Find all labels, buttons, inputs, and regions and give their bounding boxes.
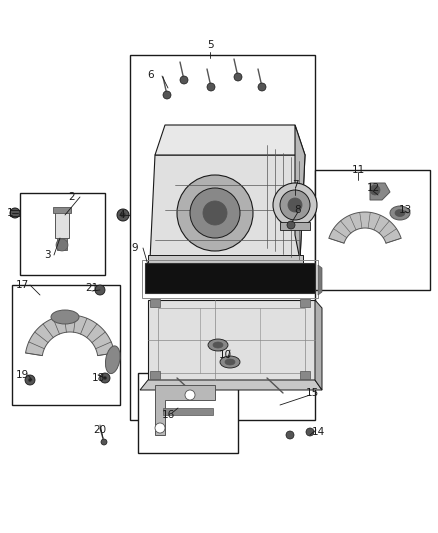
Circle shape bbox=[101, 439, 107, 445]
Circle shape bbox=[273, 183, 317, 227]
Polygon shape bbox=[155, 385, 215, 435]
Circle shape bbox=[177, 175, 253, 251]
Text: 18: 18 bbox=[92, 373, 105, 383]
Text: 6: 6 bbox=[148, 70, 154, 80]
Text: 10: 10 bbox=[219, 350, 232, 360]
Bar bbox=[57, 238, 67, 250]
Text: 7: 7 bbox=[292, 180, 298, 190]
Bar bbox=[12, 285, 120, 405]
Circle shape bbox=[25, 375, 35, 385]
Ellipse shape bbox=[395, 209, 405, 216]
Circle shape bbox=[163, 91, 171, 99]
Bar bbox=[145, 263, 315, 293]
Circle shape bbox=[190, 188, 240, 238]
Circle shape bbox=[280, 190, 310, 220]
Circle shape bbox=[56, 239, 68, 251]
Circle shape bbox=[370, 185, 380, 195]
Text: 2: 2 bbox=[69, 192, 75, 202]
Ellipse shape bbox=[390, 206, 410, 220]
Circle shape bbox=[180, 76, 188, 84]
Bar bbox=[138, 373, 238, 453]
Bar bbox=[300, 371, 310, 379]
Ellipse shape bbox=[220, 356, 240, 368]
Text: 4: 4 bbox=[119, 210, 125, 220]
Bar bbox=[315, 170, 430, 290]
Bar bbox=[55, 210, 69, 238]
Ellipse shape bbox=[225, 359, 235, 365]
Text: 15: 15 bbox=[305, 388, 318, 398]
Polygon shape bbox=[315, 300, 322, 390]
Bar bbox=[20, 193, 105, 275]
Circle shape bbox=[207, 83, 215, 91]
Circle shape bbox=[258, 83, 266, 91]
Ellipse shape bbox=[106, 346, 120, 374]
Circle shape bbox=[10, 208, 20, 218]
Circle shape bbox=[28, 378, 32, 382]
Bar bbox=[53, 207, 71, 213]
Bar bbox=[10, 210, 20, 216]
Text: 1: 1 bbox=[7, 208, 13, 218]
Bar bbox=[142, 260, 318, 298]
Text: 11: 11 bbox=[351, 165, 364, 175]
Text: 12: 12 bbox=[366, 183, 380, 193]
Polygon shape bbox=[155, 125, 305, 155]
Text: 16: 16 bbox=[161, 410, 175, 420]
Text: 19: 19 bbox=[15, 370, 28, 380]
Polygon shape bbox=[150, 155, 305, 260]
Circle shape bbox=[234, 73, 242, 81]
Text: 21: 21 bbox=[85, 283, 99, 293]
Polygon shape bbox=[140, 380, 322, 390]
Ellipse shape bbox=[208, 339, 228, 351]
Circle shape bbox=[286, 431, 294, 439]
Text: 9: 9 bbox=[132, 243, 138, 253]
Polygon shape bbox=[329, 212, 401, 243]
Circle shape bbox=[288, 198, 302, 212]
Bar bbox=[150, 299, 160, 307]
Polygon shape bbox=[295, 125, 305, 260]
Circle shape bbox=[203, 201, 227, 225]
Circle shape bbox=[120, 212, 126, 218]
Polygon shape bbox=[370, 183, 390, 200]
Polygon shape bbox=[148, 300, 315, 380]
Bar bbox=[148, 255, 303, 265]
Bar bbox=[163, 408, 213, 415]
Bar bbox=[150, 371, 160, 379]
Circle shape bbox=[287, 221, 295, 229]
Bar bbox=[280, 222, 310, 230]
Text: 13: 13 bbox=[399, 205, 412, 215]
Ellipse shape bbox=[213, 342, 223, 348]
Polygon shape bbox=[318, 265, 322, 295]
Circle shape bbox=[100, 373, 110, 383]
Circle shape bbox=[95, 285, 105, 295]
Circle shape bbox=[155, 423, 165, 433]
Circle shape bbox=[103, 376, 107, 380]
Text: 14: 14 bbox=[311, 427, 325, 437]
Ellipse shape bbox=[51, 310, 79, 324]
Polygon shape bbox=[25, 315, 114, 356]
Circle shape bbox=[117, 209, 129, 221]
Text: 17: 17 bbox=[15, 280, 28, 290]
Text: 20: 20 bbox=[93, 425, 106, 435]
Circle shape bbox=[185, 390, 195, 400]
Circle shape bbox=[306, 428, 314, 436]
Text: 3: 3 bbox=[44, 250, 50, 260]
Text: 8: 8 bbox=[295, 205, 301, 215]
Bar bbox=[300, 299, 310, 307]
Bar bbox=[130, 55, 315, 420]
Text: 5: 5 bbox=[207, 40, 213, 50]
